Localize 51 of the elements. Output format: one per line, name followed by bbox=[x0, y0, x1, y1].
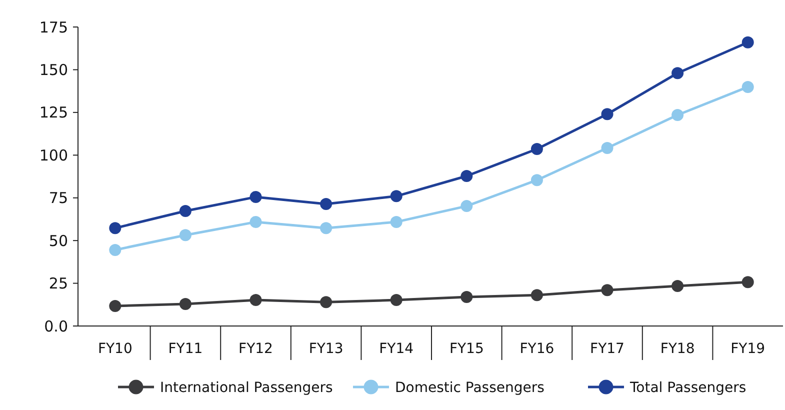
point bbox=[530, 289, 543, 302]
point bbox=[390, 190, 402, 202]
x-tick-label: FY12 bbox=[238, 341, 273, 357]
x-tick-label: FY11 bbox=[168, 341, 203, 357]
point bbox=[672, 108, 684, 121]
y-tick-label: 175 bbox=[39, 18, 68, 36]
point bbox=[742, 80, 754, 93]
point bbox=[672, 67, 684, 80]
point bbox=[460, 200, 473, 212]
point bbox=[179, 205, 192, 218]
x-tick-label: FY17 bbox=[590, 341, 624, 357]
legend-label: International Passengers bbox=[160, 380, 333, 396]
point bbox=[250, 216, 262, 228]
point bbox=[320, 198, 332, 210]
x-tick-label: FY14 bbox=[379, 341, 414, 357]
y-tick-label: 50 bbox=[48, 232, 68, 250]
point bbox=[250, 191, 262, 204]
point bbox=[460, 290, 473, 303]
y-tick-label: 0.0 bbox=[44, 317, 68, 336]
legend-label: Total Passengers bbox=[629, 380, 746, 396]
point bbox=[601, 284, 614, 296]
point bbox=[390, 216, 402, 228]
y-tick-label: 75 bbox=[48, 189, 68, 208]
point bbox=[390, 294, 402, 306]
x-tick-label: FY13 bbox=[308, 341, 344, 357]
point bbox=[672, 280, 684, 292]
point bbox=[179, 298, 192, 310]
x-tick-label: FY15 bbox=[449, 341, 484, 357]
x-tick-label: FY16 bbox=[520, 341, 554, 357]
point bbox=[250, 294, 262, 306]
point bbox=[320, 296, 332, 308]
y-tick-label: 125 bbox=[39, 104, 68, 122]
point bbox=[109, 300, 122, 312]
point bbox=[742, 36, 754, 48]
point bbox=[109, 244, 122, 256]
point bbox=[530, 142, 543, 155]
y-tick-label: 25 bbox=[48, 274, 68, 293]
point bbox=[109, 222, 122, 234]
point bbox=[601, 108, 614, 120]
y-tick-label: 100 bbox=[39, 146, 68, 164]
point bbox=[179, 229, 192, 242]
x-tick-label: FY19 bbox=[730, 341, 766, 357]
point bbox=[320, 222, 332, 234]
point bbox=[460, 170, 473, 182]
point bbox=[530, 174, 543, 186]
x-tick-label: FY18 bbox=[660, 341, 695, 357]
legend-label: Domestic Passengers bbox=[395, 380, 544, 396]
y-tick-label: 150 bbox=[39, 60, 68, 79]
point bbox=[742, 276, 754, 288]
x-tick-label: FY10 bbox=[98, 341, 132, 357]
point bbox=[601, 142, 614, 154]
